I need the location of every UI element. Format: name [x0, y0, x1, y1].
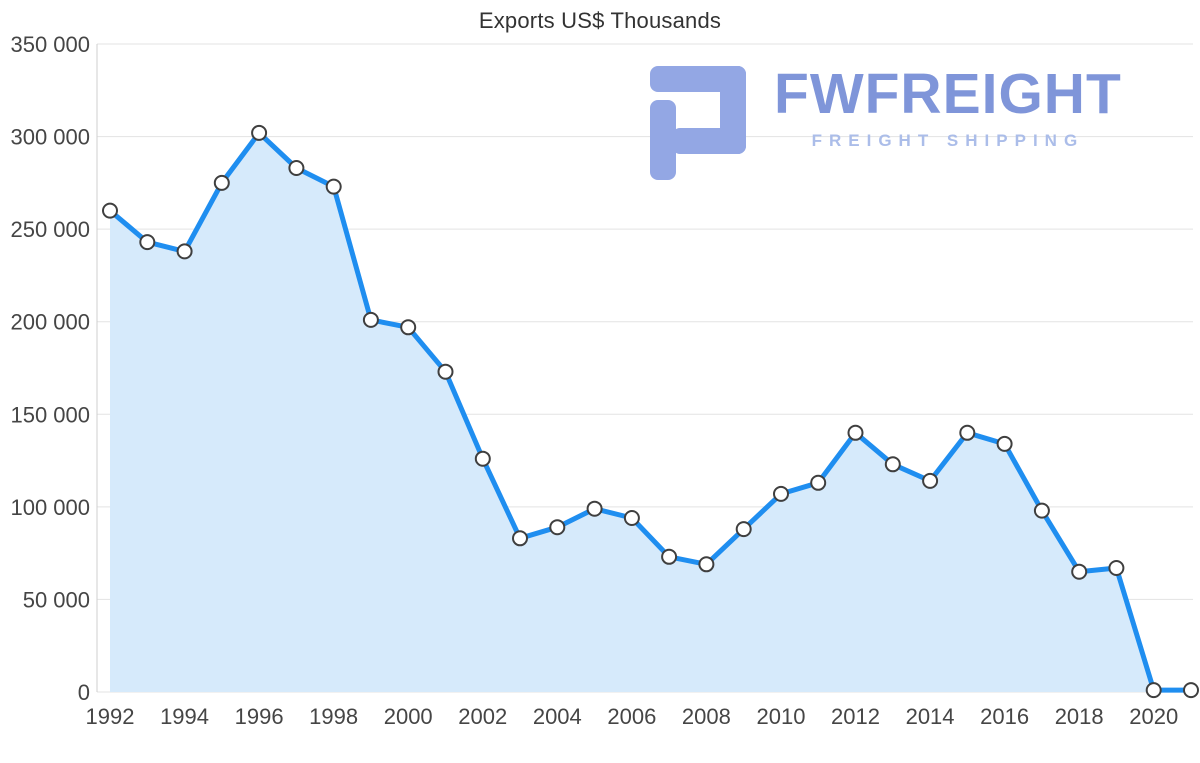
x-axis-label: 2010: [756, 704, 805, 729]
x-axis-label: 1996: [235, 704, 284, 729]
data-point[interactable]: [362, 311, 379, 328]
data-point[interactable]: [549, 519, 566, 536]
data-point[interactable]: [325, 178, 342, 195]
data-point[interactable]: [512, 530, 528, 547]
series-line: [107, 130, 1194, 693]
y-axis-label: 150 000: [10, 402, 90, 427]
logo-tagline: FREIGHT SHIPPING: [811, 131, 1085, 150]
logo: FWFREIGHT FREIGHT SHIPPING: [648, 66, 1122, 182]
data-point[interactable]: [474, 450, 491, 467]
data-point[interactable]: [400, 319, 417, 336]
data-point[interactable]: [437, 363, 454, 380]
x-axis-label: 1994: [160, 704, 209, 729]
data-point[interactable]: [922, 472, 939, 489]
data-point[interactable]: [661, 548, 678, 565]
logo-name: FWFREIGHT: [774, 62, 1122, 126]
data-point[interactable]: [288, 160, 305, 176]
data-point[interactable]: [1183, 682, 1199, 699]
x-axis-label: 2014: [906, 704, 955, 729]
x-axis-label: 2008: [682, 704, 731, 729]
data-point[interactable]: [251, 124, 268, 141]
y-axis-label: 200 000: [10, 310, 90, 335]
x-axis-label: 1992: [86, 704, 135, 729]
data-point[interactable]: [1033, 502, 1050, 519]
data-point[interactable]: [1145, 682, 1162, 699]
data-point[interactable]: [623, 510, 640, 526]
y-axis-label: 100 000: [10, 495, 90, 520]
x-axis-label: 2012: [831, 704, 880, 729]
logo-text-block: FWFREIGHT FREIGHT SHIPPING: [774, 66, 1122, 151]
data-point[interactable]: [773, 485, 789, 502]
data-point[interactable]: [213, 174, 230, 191]
data-point[interactable]: [996, 435, 1013, 452]
data-point[interactable]: [884, 456, 901, 473]
logo-icon: [650, 66, 746, 180]
data-point[interactable]: [176, 243, 193, 260]
x-axis-label: 2002: [458, 704, 507, 729]
x-axis-label: 2004: [533, 704, 582, 729]
x-axis-label: 2006: [607, 704, 656, 729]
data-point[interactable]: [1108, 560, 1125, 576]
y-axis-label: 300 000: [10, 125, 90, 150]
y-axis-label: 350 000: [10, 32, 90, 57]
data-point[interactable]: [698, 556, 715, 573]
data-point[interactable]: [586, 500, 603, 517]
x-axis-label: 2016: [980, 704, 1029, 729]
data-point[interactable]: [139, 234, 156, 251]
y-axis-label: 250 000: [10, 217, 90, 242]
series-area: [110, 132, 1191, 692]
data-point[interactable]: [102, 202, 118, 219]
x-axis-label: 2000: [384, 704, 433, 729]
data-point[interactable]: [959, 424, 976, 441]
x-axis-label: 1998: [309, 704, 358, 729]
y-axis-label: 50 000: [23, 587, 90, 612]
x-axis-label: 2018: [1055, 704, 1104, 729]
data-point[interactable]: [1071, 563, 1088, 580]
chart-title: Exports US$ Thousands: [478, 8, 722, 33]
data-point[interactable]: [847, 424, 864, 441]
y-axis-label: 0: [78, 680, 90, 705]
data-point[interactable]: [810, 474, 827, 491]
x-axis-label: 2020: [1129, 704, 1178, 729]
data-point[interactable]: [735, 521, 752, 538]
